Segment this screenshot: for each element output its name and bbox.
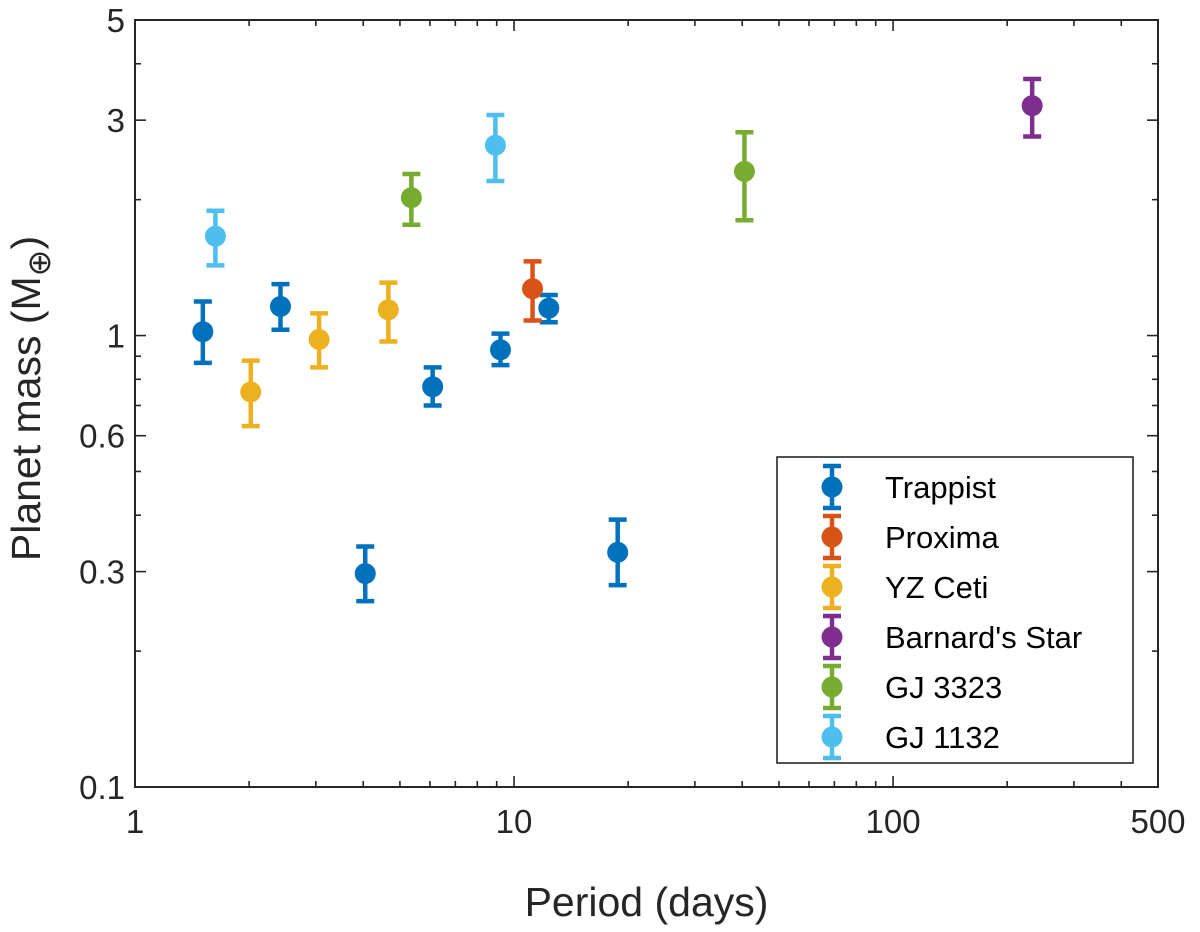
x-axis-label: Period (days)	[525, 879, 769, 925]
x-tick-label: 100	[866, 803, 921, 840]
series-trappist-point	[538, 297, 560, 319]
x-tick-label: 500	[1130, 803, 1185, 840]
legend-label-gj-1132: GJ 1132	[885, 720, 1000, 755]
legend: Trappist Proxima YZ Ceti Barnard's Star GJ 3…	[776, 456, 1134, 764]
series-yz-ceti-point	[377, 299, 399, 321]
series-trappist-point	[607, 541, 629, 563]
series-trappist	[192, 281, 629, 604]
plot-area-frame	[134, 19, 1159, 788]
y-axis-label-close: )	[3, 236, 49, 250]
series-proxima	[522, 259, 544, 323]
legend-label-barnard-s-star: Barnard's Star	[885, 620, 1082, 655]
series-trappist-point	[354, 563, 376, 585]
y-tick-label: 3	[107, 102, 125, 139]
series-gj-3323-point	[733, 160, 755, 182]
y-axis-label-main: Planet mass (M	[3, 276, 49, 561]
series-trappist-point	[489, 339, 511, 361]
legend-proxima-point	[821, 526, 843, 548]
legend-trappist-point	[821, 476, 843, 498]
series-proxima-point	[522, 278, 544, 300]
series-trappist-point	[269, 295, 291, 317]
legend-gj-3323-point	[821, 676, 843, 698]
x-tick-label: 1	[126, 803, 144, 840]
legend-yz-ceti-point	[821, 576, 843, 598]
series-gj-1132	[204, 112, 506, 268]
series-gj-1132-point	[204, 225, 226, 247]
legend-gj-1132-point	[821, 726, 843, 748]
y-tick-label: 0.1	[79, 769, 125, 806]
x-tick-label: 10	[496, 803, 533, 840]
series-yz-ceti	[240, 280, 399, 429]
legend-barnard-s-star-point	[821, 626, 843, 648]
legend-label-proxima: Proxima	[885, 520, 999, 555]
tick-labels: 1 10 100 500 0.1 0.3 0.6 1 3 5	[79, 2, 1185, 840]
data-series	[192, 76, 1043, 604]
legend-label-yz-ceti: YZ Ceti	[885, 570, 988, 605]
y-axis-label-subscript: ⊕	[21, 250, 57, 277]
legend-label-gj-3323: GJ 3323	[885, 670, 1002, 705]
legend-label-trappist: Trappist	[885, 470, 996, 505]
series-trappist-point	[192, 321, 214, 343]
y-tick-label: 0.3	[79, 554, 125, 591]
y-tick-label: 0.6	[79, 418, 125, 455]
series-gj-1132-point	[484, 134, 506, 156]
series-gj-3323-point	[400, 187, 422, 209]
y-tick-label: 1	[107, 318, 125, 355]
series-gj-3323	[400, 130, 755, 227]
y-axis-label: Planet mass (M⊕)	[3, 236, 57, 561]
series-barnard-s-star-point	[1021, 95, 1043, 117]
series-trappist-point	[422, 376, 444, 398]
series-yz-ceti-point	[240, 381, 262, 403]
series-barnard-s-star	[1021, 76, 1043, 139]
y-tick-label: 5	[107, 2, 125, 39]
series-yz-ceti-point	[308, 329, 330, 351]
